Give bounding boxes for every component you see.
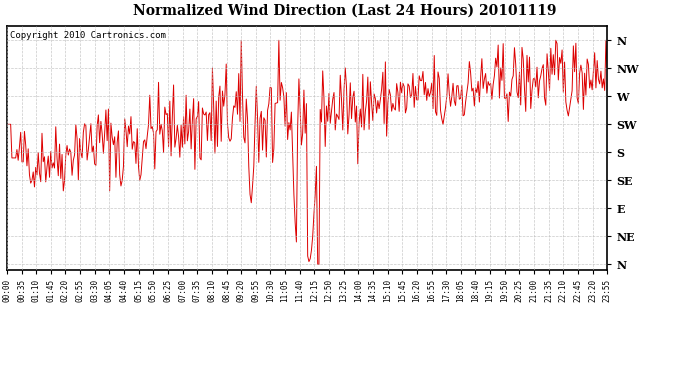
Text: Copyright 2010 Cartronics.com: Copyright 2010 Cartronics.com — [10, 31, 166, 40]
Text: Normalized Wind Direction (Last 24 Hours) 20101119: Normalized Wind Direction (Last 24 Hours… — [133, 4, 557, 18]
